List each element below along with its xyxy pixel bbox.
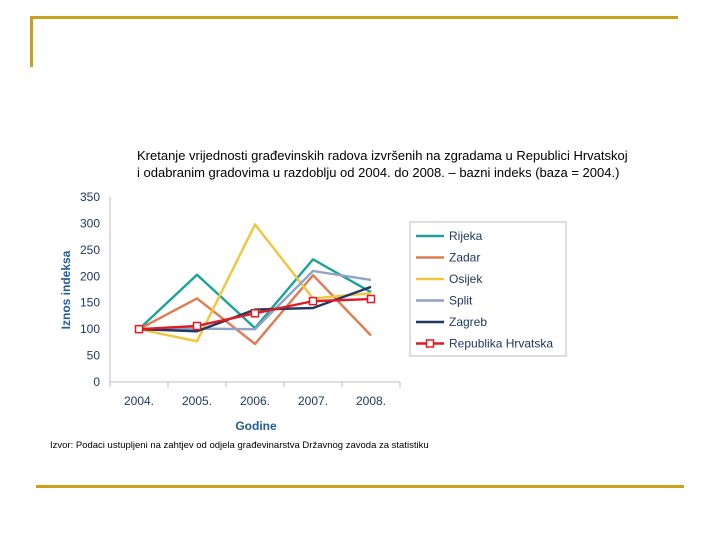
y-tick-label: 250 [80,243,100,257]
chart-title-line-2: i odabranim gradovima u razdoblju od 200… [137,165,620,180]
chart-axes [109,197,401,387]
y-tick-label: 100 [80,322,100,336]
data-point-marker [250,309,260,318]
legend-label: Zadar [449,251,480,265]
data-point-marker [366,294,376,304]
data-point-marker [308,296,318,306]
legend-marker [425,339,435,348]
y-tick-labels: 0 50 100 150 200 250 300 350 [80,190,100,389]
series-lines [134,223,376,346]
series-line-split [138,269,372,331]
x-tick-label: 2007. [298,394,328,408]
top-rule [30,16,678,19]
x-tick-labels: 2004. 2005. 2006. 2007. 2008. [124,394,386,408]
series-line-rijeka [138,258,372,331]
x-axis-label: Godine [235,419,277,433]
bottom-rule [36,485,684,488]
series-line-zadar [138,274,372,346]
chart-title: Kretanje vrijednosti građevinskih radova… [137,147,697,181]
data-point-marker [192,321,202,331]
left-rule [30,16,33,67]
x-tick-label: 2005. [182,394,212,408]
legend-label: Zagreb [449,315,487,329]
legend-label: Republika Hrvatska [449,337,553,351]
y-tick-label: 350 [80,190,100,204]
series-line-osijek [138,223,372,343]
y-tick-label: 0 [93,375,100,389]
legend-label: Split [449,294,473,308]
data-point-marker [134,324,144,334]
y-tick-label: 200 [80,269,100,283]
chart-title-line-1: Kretanje vrijednosti građevinskih radova… [137,148,628,163]
y-tick-label: 150 [80,296,100,310]
legend-box [409,221,567,357]
legend-label: Rijeka [449,229,483,243]
x-tick-label: 2006. [240,394,270,408]
x-tick-label: 2008. [356,394,386,408]
y-tick-label: 300 [80,216,100,230]
y-tick-label: 50 [87,349,101,363]
legend: Rijeka Zadar Osijek Split Zagreb Republika Hr… [409,221,567,357]
legend-label: Osijek [449,272,483,286]
x-tick-label: 2004. [124,394,154,408]
y-axis-label: Iznos indeksa [59,250,73,329]
source-note: Izvor: Podaci ustupljeni na zahtjev od o… [50,440,429,451]
